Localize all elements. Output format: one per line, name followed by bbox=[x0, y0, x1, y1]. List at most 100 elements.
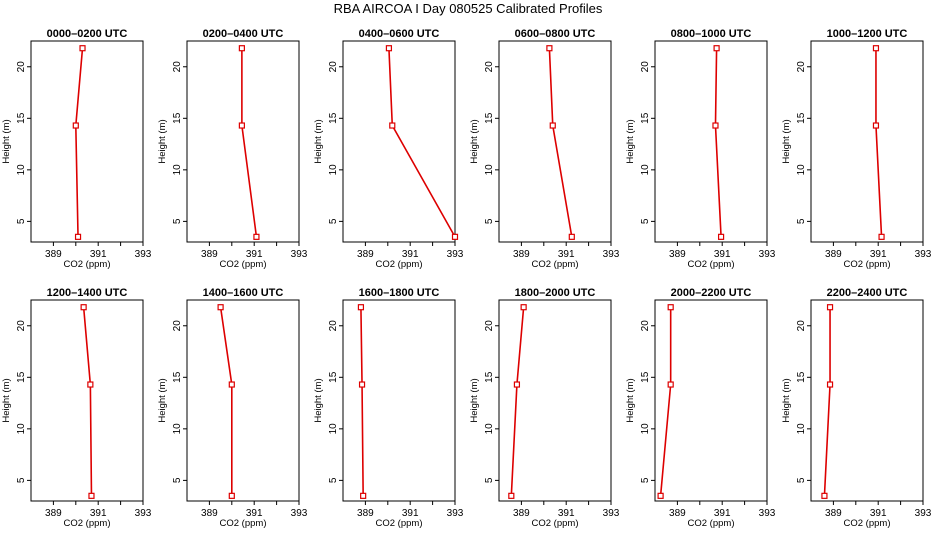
x-tick-label: 393 bbox=[447, 508, 464, 519]
x-tick-label: 389 bbox=[669, 249, 686, 260]
y-tick-label: 5 bbox=[484, 477, 495, 483]
y-tick-label: 15 bbox=[640, 112, 651, 124]
x-tick-label: 393 bbox=[291, 508, 308, 519]
x-tick-label: 391 bbox=[90, 249, 107, 260]
data-point bbox=[520, 304, 527, 311]
x-tick-label: 391 bbox=[714, 508, 731, 519]
y-tick-label: 5 bbox=[328, 218, 339, 224]
y-tick-label: 15 bbox=[484, 112, 495, 124]
profile-line bbox=[659, 307, 672, 496]
panel-8: 1600–1800 UTC 389 391 393 5 10 15 20 CO2 (ppm) He… bbox=[313, 287, 464, 529]
plot-frame bbox=[654, 299, 768, 502]
panel-title: 2000–2200 UTC bbox=[671, 287, 752, 299]
panels-container: 0000–0200 UTC 389 391 393 5 10 15 20 CO2 (ppm) He… bbox=[1, 28, 932, 529]
y-tick-label: 15 bbox=[328, 112, 339, 124]
y-tick-label: 15 bbox=[484, 371, 495, 383]
data-point bbox=[826, 304, 834, 311]
data-point bbox=[508, 492, 515, 499]
profile-line bbox=[241, 48, 258, 237]
y-tick-label: 15 bbox=[796, 371, 807, 383]
profile-line bbox=[360, 307, 364, 496]
plot-frame bbox=[30, 40, 144, 243]
y-tick-label: 15 bbox=[796, 112, 807, 124]
y-tick-label: 20 bbox=[172, 61, 183, 73]
y-tick-label: 10 bbox=[484, 423, 495, 435]
y-axis-label: Height (m) bbox=[469, 378, 480, 422]
data-point bbox=[74, 233, 82, 240]
data-point bbox=[389, 122, 396, 129]
panel-10: 2000–2200 UTC 389 391 393 5 10 15 20 CO2 (ppm) He… bbox=[625, 287, 776, 529]
y-tick-label: 5 bbox=[640, 218, 651, 224]
x-axis-label: CO2 (ppm) bbox=[532, 259, 579, 270]
x-axis-label: CO2 (ppm) bbox=[220, 259, 267, 270]
y-tick-label: 20 bbox=[484, 61, 495, 73]
y-tick-label: 5 bbox=[16, 477, 27, 483]
y-tick-label: 15 bbox=[172, 371, 183, 383]
data-point bbox=[385, 45, 393, 52]
x-tick-label: 393 bbox=[759, 249, 776, 260]
y-axis-label: Height (m) bbox=[157, 119, 168, 163]
y-axis-label: Height (m) bbox=[313, 378, 324, 422]
x-tick-label: 391 bbox=[870, 508, 887, 519]
data-point bbox=[228, 381, 235, 388]
y-tick-label: 20 bbox=[796, 320, 807, 332]
x-axis-label: CO2 (ppm) bbox=[688, 518, 735, 529]
data-point bbox=[657, 492, 664, 499]
panel-7: 1400–1600 UTC 389 391 393 5 10 15 20 CO2 (ppm) He… bbox=[157, 287, 308, 529]
data-point bbox=[513, 381, 521, 388]
panel-title: 1000–1200 UTC bbox=[827, 28, 908, 40]
data-point bbox=[712, 122, 719, 129]
panel-4: 0800–1000 UTC 389 391 393 5 10 15 20 CO2 (ppm) He… bbox=[625, 28, 776, 270]
data-point bbox=[872, 45, 880, 52]
panel-3: 0600–0800 UTC 389 391 393 5 10 15 20 CO2 (ppm) He… bbox=[469, 28, 620, 270]
x-tick-label: 391 bbox=[246, 249, 263, 260]
y-tick-label: 10 bbox=[328, 164, 339, 176]
panel-title: 1800–2000 UTC bbox=[515, 287, 596, 299]
plot-frame bbox=[342, 40, 456, 243]
x-axis-label: CO2 (ppm) bbox=[688, 259, 735, 270]
plot-frame bbox=[654, 40, 768, 243]
plot-frame bbox=[810, 40, 924, 243]
profile-line bbox=[823, 307, 831, 496]
x-tick-label: 393 bbox=[915, 508, 932, 519]
panel-title: 0000–0200 UTC bbox=[47, 28, 128, 40]
y-axis-label: Height (m) bbox=[625, 119, 636, 163]
x-tick-label: 391 bbox=[558, 249, 575, 260]
profile-line bbox=[875, 48, 883, 237]
data-point bbox=[228, 492, 235, 499]
data-point bbox=[878, 233, 885, 240]
x-tick-label: 389 bbox=[201, 508, 218, 519]
profile-line bbox=[548, 48, 573, 237]
x-tick-label: 389 bbox=[45, 249, 62, 260]
data-point bbox=[217, 304, 224, 311]
y-axis-label: Height (m) bbox=[781, 119, 792, 163]
panel-9: 1800–2000 UTC 389 391 393 5 10 15 20 CO2 (ppm) He… bbox=[469, 287, 620, 529]
y-tick-label: 15 bbox=[640, 371, 651, 383]
x-tick-label: 389 bbox=[357, 249, 374, 260]
x-axis-label: CO2 (ppm) bbox=[376, 518, 423, 529]
data-point bbox=[238, 122, 245, 129]
data-point bbox=[80, 304, 87, 311]
data-point bbox=[667, 381, 674, 388]
y-tick-label: 10 bbox=[172, 423, 183, 435]
y-tick-label: 20 bbox=[640, 320, 651, 332]
x-tick-label: 393 bbox=[291, 249, 308, 260]
x-tick-label: 389 bbox=[669, 508, 686, 519]
plot-frame bbox=[498, 299, 612, 502]
profile-line bbox=[714, 48, 722, 237]
x-tick-label: 393 bbox=[135, 249, 152, 260]
x-tick-label: 389 bbox=[513, 249, 530, 260]
x-axis-label: CO2 (ppm) bbox=[220, 518, 267, 529]
y-axis-label: Height (m) bbox=[313, 119, 324, 163]
x-tick-label: 393 bbox=[447, 249, 464, 260]
y-tick-label: 10 bbox=[796, 164, 807, 176]
y-tick-label: 15 bbox=[16, 371, 27, 383]
y-tick-label: 10 bbox=[16, 423, 27, 435]
x-tick-label: 391 bbox=[402, 249, 419, 260]
data-point bbox=[826, 381, 834, 388]
panel-11: 2200–2400 UTC 389 391 393 5 10 15 20 CO2 (ppm) He… bbox=[781, 287, 932, 529]
x-axis-label: CO2 (ppm) bbox=[64, 518, 111, 529]
x-tick-label: 389 bbox=[201, 249, 218, 260]
x-tick-label: 391 bbox=[90, 508, 107, 519]
